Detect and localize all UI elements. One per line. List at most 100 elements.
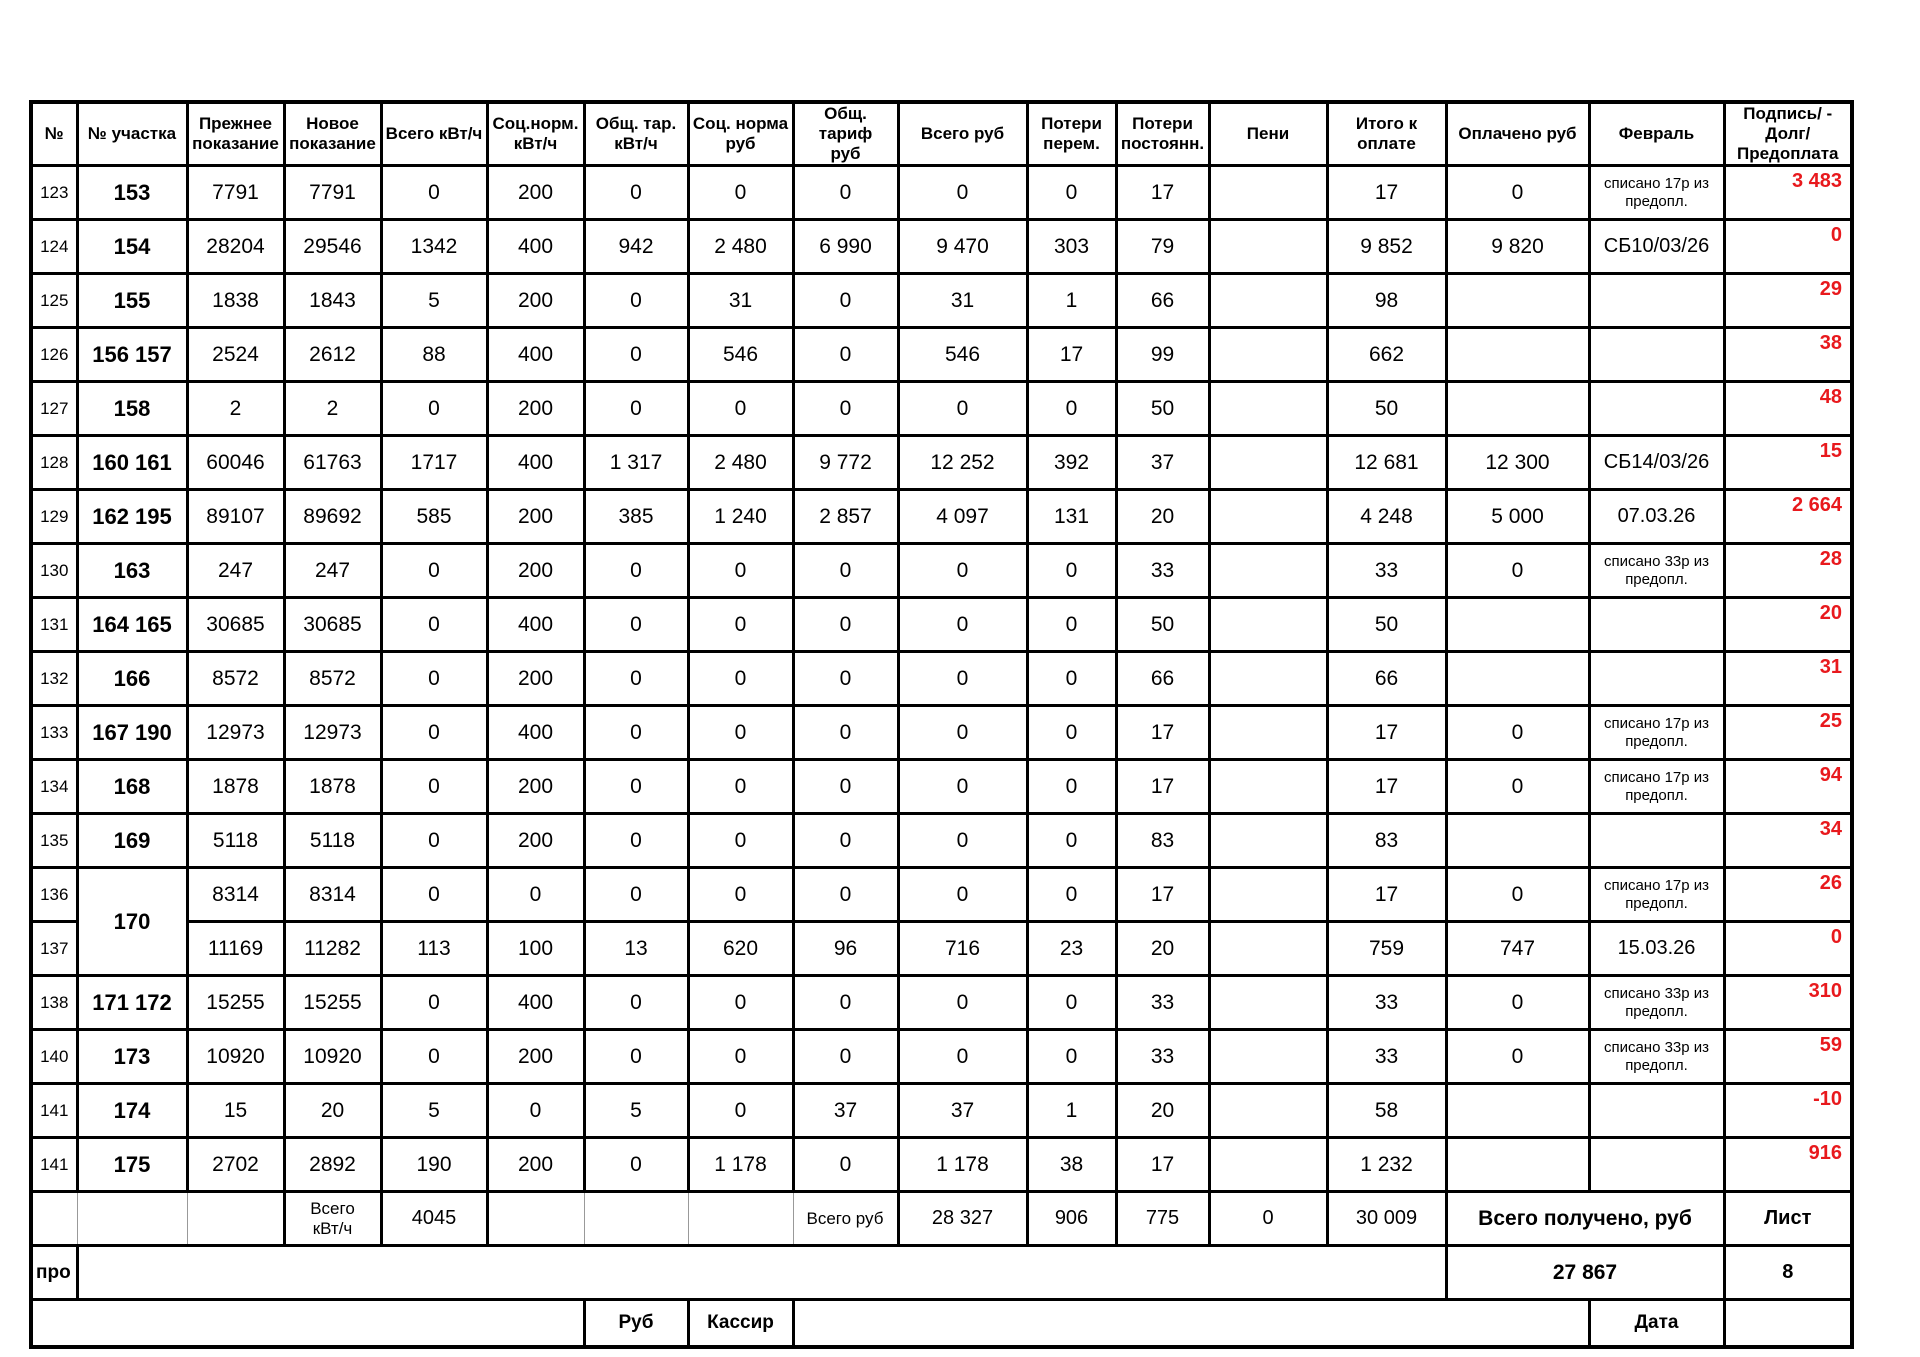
- col-header-new-reading: Новое показание: [282, 100, 383, 168]
- cell-total-kwh: 0: [379, 758, 489, 816]
- cell-february-note: списано 33р из предопл.: [1587, 974, 1726, 1032]
- col-header-general-tariff-kwh: Общ. тар. кВт/ч: [582, 100, 690, 168]
- cell-total-kwh: 0: [379, 704, 489, 762]
- cell-debt-prepayment: 48: [1722, 380, 1854, 438]
- cell-paid-rub: 747: [1444, 920, 1591, 978]
- billing-table: № № участка Прежнее показание Новое пока…: [29, 100, 1854, 1349]
- totals-to-pay: 30 009: [1325, 1190, 1448, 1248]
- cell-total-rub: 0: [896, 542, 1029, 600]
- cell-general-tariff-kwh: 0: [582, 866, 690, 924]
- cell-social-norm-rub: 0: [686, 596, 795, 654]
- cell-row-number: 125: [29, 272, 79, 330]
- cell-to-pay: 50: [1325, 380, 1448, 438]
- cell-february-note: [1587, 650, 1726, 708]
- cell-social-norm-kwh: 200: [485, 650, 586, 708]
- col-header-total-kwh: Всего кВт/ч: [379, 100, 489, 168]
- cell-general-tariff-kwh: 0: [582, 542, 690, 600]
- cell-debt-prepayment: 0: [1722, 218, 1854, 276]
- cell-row-number: 136: [29, 866, 79, 924]
- cell-debt-prepayment: 28: [1722, 542, 1854, 600]
- cell-plot-number: 174: [75, 1082, 189, 1140]
- cell-total-rub: 0: [896, 704, 1029, 762]
- cell-penalty: [1207, 434, 1329, 492]
- cell-plot-number: 171 172: [75, 974, 189, 1032]
- cell-row-number: 141: [29, 1082, 79, 1140]
- cell-penalty: [1207, 218, 1329, 276]
- cell-plot-number: 160 161: [75, 434, 189, 492]
- col-header-february: Февраль: [1587, 100, 1726, 168]
- cell-new-reading: 247: [282, 542, 383, 600]
- cell-row-number: 138: [29, 974, 79, 1032]
- cell-to-pay: 33: [1325, 1028, 1448, 1086]
- cell-general-tariff-rub: 0: [791, 1136, 900, 1194]
- table-row: 136 170 8314 8314 0 0 0 0 0 0 0 17 17 0 списано 17р из…: [29, 866, 1854, 978]
- cell-plot-number: 175: [75, 1136, 189, 1194]
- cell-general-tariff-kwh: 385: [582, 488, 690, 546]
- table-row: 131 164 165 30685 30685 0 400 0 0 0 0 0 50 50 20: [29, 596, 1854, 654]
- cell-february-note: [1587, 1136, 1726, 1194]
- cell-plot-number: 155: [75, 272, 189, 330]
- cell-paid-rub: [1444, 380, 1591, 438]
- table-row: 135 169 5118 5118 0 200 0 0 0 0 0 83 83 34: [29, 812, 1854, 870]
- checked-row: про 27 867 8: [29, 1244, 1854, 1302]
- cell-losses-fixed: 37: [1114, 434, 1211, 492]
- table-row: 141 174 15 20 5 0 5 0 37 37 1 20 58 -10: [29, 1082, 1854, 1140]
- cell-social-norm-rub: 0: [686, 812, 795, 870]
- table-header: № № участка Прежнее показание Новое пока…: [29, 100, 1854, 168]
- checked-clipped-text: про: [29, 1244, 79, 1302]
- cell-penalty: [1207, 272, 1329, 330]
- cell-new-reading: 12973: [282, 704, 383, 762]
- table-row: 127 158 2 2 0 200 0 0 0 0 0 50 50 48: [29, 380, 1854, 438]
- col-header-paid-rub: Оплачено руб: [1444, 100, 1591, 168]
- cell-row-number: 128: [29, 434, 79, 492]
- col-header-losses-fixed: Потери постоянн.: [1114, 100, 1211, 168]
- totals-empty-prev: [186, 1190, 285, 1248]
- cell-general-tariff-kwh: 13: [582, 920, 690, 978]
- cell-total-kwh: 0: [379, 650, 489, 708]
- cell-new-reading: 2612: [282, 326, 383, 384]
- table-row: 138 171 172 15255 15255 0 400 0 0 0 0 0 33 33 0 списан…: [29, 974, 1854, 1032]
- cell-plot-number: 170: [75, 866, 189, 978]
- cell-general-tariff-rub: 0: [791, 812, 900, 870]
- cell-total-rub: 4 097: [896, 488, 1029, 546]
- cell-losses-variable: 0: [1025, 866, 1118, 924]
- cell-total-kwh: 190: [379, 1136, 489, 1194]
- cell-social-norm-kwh: 200: [485, 812, 586, 870]
- cell-penalty: [1207, 596, 1329, 654]
- cell-row-number: 127: [29, 380, 79, 438]
- cell-february-note: списано 17р из предопл.: [1587, 704, 1726, 762]
- cell-prev-reading: 2702: [185, 1136, 286, 1194]
- cell-debt-prepayment: 0: [1722, 920, 1854, 978]
- cell-penalty: [1207, 326, 1329, 384]
- cell-total-rub: 0: [896, 380, 1029, 438]
- cell-losses-variable: 1: [1025, 272, 1118, 330]
- cell-new-reading: 89692: [282, 488, 383, 546]
- cell-debt-prepayment: 20: [1722, 596, 1854, 654]
- cell-total-kwh: 585: [379, 488, 489, 546]
- col-header-plot: № участка: [75, 100, 189, 168]
- cell-prev-reading: 12973: [185, 704, 286, 762]
- totals-row: Всего кВт/ч 4045 Всего руб 28 327 906 77…: [30, 1190, 1854, 1248]
- cell-social-norm-rub: 2 480: [686, 218, 795, 276]
- cell-total-rub: 546: [896, 326, 1029, 384]
- cell-new-reading: 20: [282, 1082, 383, 1140]
- cell-total-rub: 0: [896, 974, 1029, 1032]
- cell-paid-rub: 0: [1444, 542, 1591, 600]
- cell-general-tariff-rub: 0: [791, 974, 900, 1032]
- cell-row-number: 135: [29, 812, 79, 870]
- cell-plot-number: 166: [75, 650, 189, 708]
- cell-losses-fixed: 83: [1114, 812, 1211, 870]
- table-footer: Всего кВт/ч 4045 Всего руб 28 327 906 77…: [29, 1190, 1854, 1349]
- table-row: 141 175 2702 2892 190 200 0 1 178 0 1 178 38 17 1 23…: [29, 1136, 1854, 1194]
- cell-row-number: 123: [29, 164, 79, 222]
- cell-february-note: списано 17р из предопл.: [1587, 758, 1726, 816]
- cell-social-norm-kwh: 200: [485, 272, 586, 330]
- cell-social-norm-rub: 2 480: [686, 434, 795, 492]
- cell-penalty: [1207, 758, 1329, 816]
- cell-total-rub: 37: [896, 1082, 1029, 1140]
- cell-paid-rub: 0: [1444, 1028, 1591, 1086]
- col-header-general-tariff-rub: Общ. тариф руб: [791, 100, 900, 168]
- cell-general-tariff-kwh: 0: [582, 1028, 690, 1086]
- cell-debt-prepayment: 38: [1722, 326, 1854, 384]
